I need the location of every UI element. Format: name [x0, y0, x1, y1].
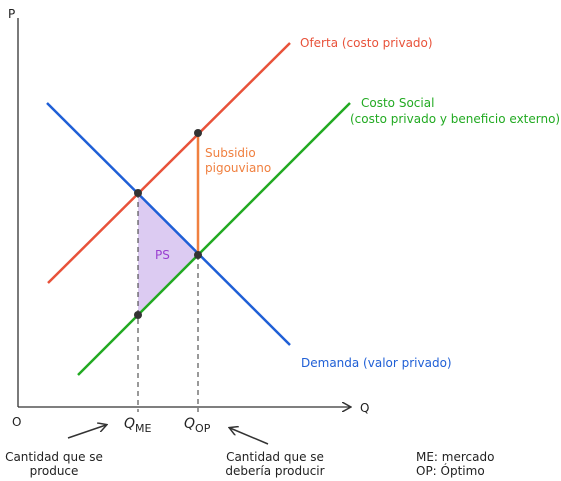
point — [134, 189, 142, 197]
surplus-label: PS — [155, 248, 170, 262]
caption: produce — [30, 464, 79, 478]
social-cost-label: (costo privado y beneficio externo) — [350, 112, 560, 126]
demand-curve — [46, 102, 291, 346]
point — [134, 311, 142, 319]
demand-label: Demanda (valor privado) — [301, 356, 452, 370]
subsidy-label: pigouviano — [205, 161, 271, 175]
x-axis-label: Q — [360, 401, 369, 415]
quantity-label: QOP — [184, 416, 211, 435]
point — [194, 251, 202, 259]
subsidy-label: Subsidio — [205, 146, 256, 160]
caption: Cantidad que se — [226, 450, 324, 464]
point — [194, 129, 202, 137]
origin-label: O — [12, 415, 21, 429]
quantity-subscript: ME — [135, 422, 151, 435]
legend-entry: ME: mercado — [416, 450, 494, 464]
legend-entry: OP: Óptimo — [416, 463, 485, 478]
arrow — [230, 428, 269, 445]
y-axis-label: P — [8, 7, 15, 21]
social-cost-curve — [77, 102, 351, 376]
supply-curve — [47, 42, 291, 284]
arrow — [67, 425, 106, 439]
quantity-label: QME — [124, 416, 152, 435]
quantity-symbol: Q — [184, 416, 195, 432]
quantity-subscript: OP — [195, 422, 211, 435]
social-cost-label: Costo Social — [361, 96, 434, 110]
quantity-symbol: Q — [124, 416, 135, 432]
caption: Cantidad que se — [5, 450, 103, 464]
supply-label: Oferta (costo privado) — [300, 36, 433, 50]
surplus-area — [138, 193, 198, 315]
caption: debería producir — [225, 464, 324, 478]
